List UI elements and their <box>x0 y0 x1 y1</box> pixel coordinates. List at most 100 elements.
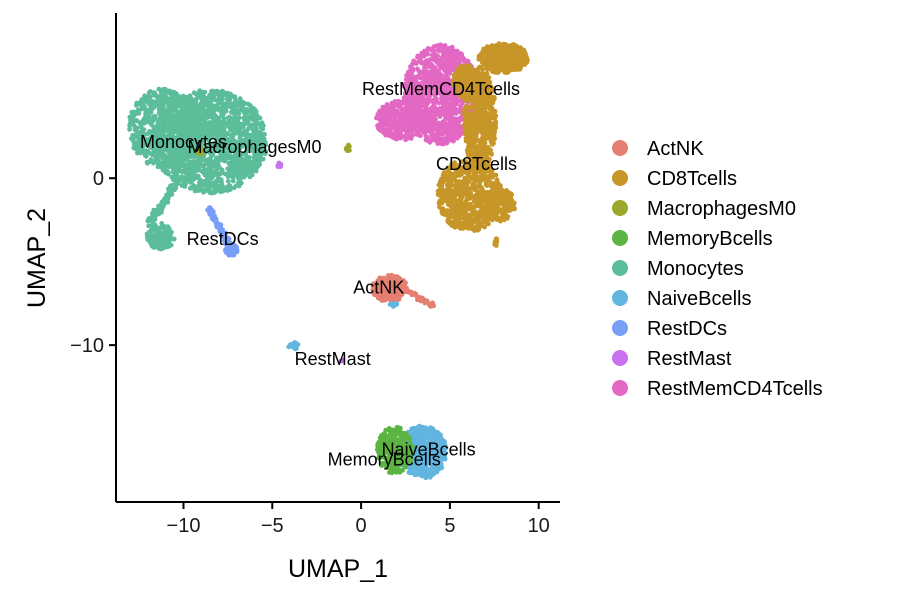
scatter-point <box>174 94 179 100</box>
scatter-point <box>492 121 497 127</box>
scatter-point <box>508 62 514 68</box>
scatter-point <box>213 160 218 166</box>
scatter-point <box>469 128 475 134</box>
scatter-point <box>443 101 449 107</box>
scatter-point <box>150 214 155 219</box>
scatter-point <box>219 111 225 117</box>
scatter-point <box>231 106 236 111</box>
scatter-point <box>219 179 224 185</box>
scatter-point <box>413 127 419 133</box>
scatter-point <box>489 51 494 57</box>
scatter-point <box>439 59 444 64</box>
scatter-point <box>163 155 168 161</box>
scatter-point <box>154 93 160 99</box>
scatter-point <box>506 67 511 73</box>
scatter-point <box>463 121 468 127</box>
scatter-point <box>217 136 223 142</box>
scatter-point <box>227 154 233 160</box>
scatter-point <box>160 109 166 114</box>
scatter-point <box>189 106 195 112</box>
scatter-point <box>214 164 220 170</box>
scatter-point <box>165 100 171 106</box>
scatter-point <box>187 172 193 178</box>
scatter-point <box>158 123 163 128</box>
scatter-point <box>247 161 253 167</box>
scatter-point <box>165 239 171 245</box>
scatter-point <box>378 111 384 117</box>
scatter-point <box>444 140 450 146</box>
scatter-point <box>439 106 444 111</box>
scatter-point <box>257 115 263 121</box>
scatter-point <box>448 61 453 67</box>
scatter-point <box>216 116 221 122</box>
scatter-point <box>420 52 425 57</box>
scatter-point <box>129 112 135 118</box>
scatter-point <box>236 164 241 170</box>
scatter-point <box>160 236 165 242</box>
scatter-point <box>241 174 247 180</box>
scatter-point <box>456 132 461 138</box>
scatter-point <box>209 89 214 94</box>
scatter-point <box>412 59 418 65</box>
scatter-point <box>236 173 242 179</box>
scatter-point <box>137 107 142 113</box>
scatter-point <box>179 108 185 114</box>
scatter-point <box>231 127 237 132</box>
scatter-point <box>218 126 224 131</box>
scatter-point <box>227 183 233 189</box>
scatter-point <box>482 120 487 125</box>
scatter-point <box>170 99 176 105</box>
scatter-point <box>167 234 173 240</box>
scatter-point <box>231 116 236 121</box>
scatter-point <box>145 218 151 223</box>
scatter-point <box>209 120 215 126</box>
scatter-point <box>154 241 159 247</box>
scatter-point <box>219 106 224 111</box>
scatter-point <box>203 100 209 106</box>
scatter-point <box>396 101 402 107</box>
scatter-point <box>436 69 442 75</box>
scatter-points <box>127 41 530 481</box>
scatter-point <box>237 140 243 146</box>
scatter-point <box>144 159 150 165</box>
scatter-point <box>403 116 408 122</box>
scatter-point <box>228 122 234 127</box>
scatter-point <box>409 128 414 134</box>
scatter-point <box>212 93 217 98</box>
scatter-point <box>134 127 139 133</box>
scatter-point <box>207 208 213 214</box>
scatter-point <box>208 99 214 104</box>
scatter-point <box>147 229 153 235</box>
scatter-point <box>209 182 214 188</box>
scatter-point <box>462 107 467 113</box>
scatter-point <box>161 104 166 110</box>
scatter-point <box>242 112 248 117</box>
scatter-point <box>426 72 431 77</box>
scatter-point <box>432 133 438 139</box>
scatter-point <box>483 52 489 58</box>
scatter-point <box>422 120 428 126</box>
scatter-point <box>157 100 163 105</box>
scatter-point <box>149 243 155 249</box>
scatter-point <box>422 64 427 70</box>
scatter-point <box>237 132 243 138</box>
scatter-point <box>166 230 172 236</box>
scatter-point <box>166 110 172 116</box>
scatter-point <box>519 47 525 53</box>
scatter-point <box>380 120 385 125</box>
scatter-point <box>247 144 252 150</box>
scatter-point <box>225 131 230 137</box>
scatter-point <box>500 66 505 72</box>
scatter-point <box>139 102 144 108</box>
scatter-point <box>403 137 408 143</box>
scatter-point <box>231 164 237 170</box>
scatter-point <box>205 129 211 134</box>
scatter-point <box>191 159 197 164</box>
scatter-point <box>196 174 201 179</box>
scatter-point <box>178 117 184 123</box>
scatter-point <box>219 94 225 99</box>
scatter-point <box>262 139 268 145</box>
scatter-point <box>420 127 425 132</box>
scatter-point <box>241 115 247 121</box>
scatter-point <box>434 60 440 65</box>
